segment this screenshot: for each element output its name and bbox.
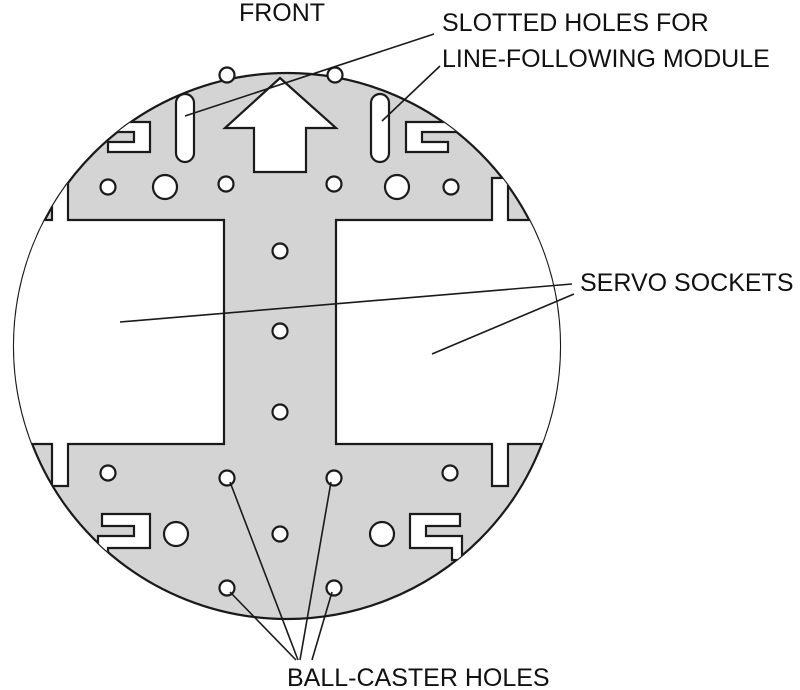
leader-line-caster-4: [311, 591, 333, 661]
center-hole: [271, 403, 289, 421]
label-slotted-line1: SLOTTED HOLES FOR: [442, 9, 709, 37]
mount-hole: [99, 464, 117, 482]
mount-hole: [326, 66, 344, 84]
hook-cutout-top-right: [404, 120, 468, 154]
ball-caster-hole: [325, 579, 343, 597]
large-hole: [151, 173, 179, 201]
label-front: FRONT: [239, 0, 325, 27]
leader-line-caster-1: [229, 481, 299, 661]
mount-hole: [442, 178, 460, 196]
center-hole: [271, 322, 289, 340]
leader-line-caster-2: [299, 481, 332, 661]
mount-hole: [218, 66, 236, 84]
leader-line-servo-right: [431, 293, 575, 355]
label-servo-sockets: SERVO SOCKETS: [580, 269, 794, 297]
servo-socket-left: [14, 176, 226, 488]
slotted-hole-right: [369, 92, 391, 164]
leader-line-servo-left: [119, 283, 573, 323]
center-hole: [271, 242, 289, 260]
ball-caster-hole: [218, 469, 236, 487]
large-hole: [368, 520, 396, 548]
mount-hole: [99, 178, 117, 196]
center-hole: [271, 525, 289, 543]
label-ball-caster-holes: BALL-CASTER HOLES: [287, 664, 550, 690]
slotted-hole-left: [174, 92, 196, 164]
mount-hole: [441, 464, 459, 482]
servo-socket-right: [334, 176, 560, 488]
leader-line-slotted-right: [381, 65, 441, 122]
mount-hole: [217, 175, 235, 193]
large-hole: [162, 520, 190, 548]
ball-caster-hole: [325, 469, 343, 487]
arrow-up-icon: [222, 76, 339, 174]
label-slotted-line2: LINE-FOLLOWING MODULE: [442, 45, 770, 73]
large-hole: [383, 173, 411, 201]
mount-hole: [325, 175, 343, 193]
leader-line-caster-3: [229, 591, 297, 661]
leader-line-slotted-left: [184, 33, 435, 117]
